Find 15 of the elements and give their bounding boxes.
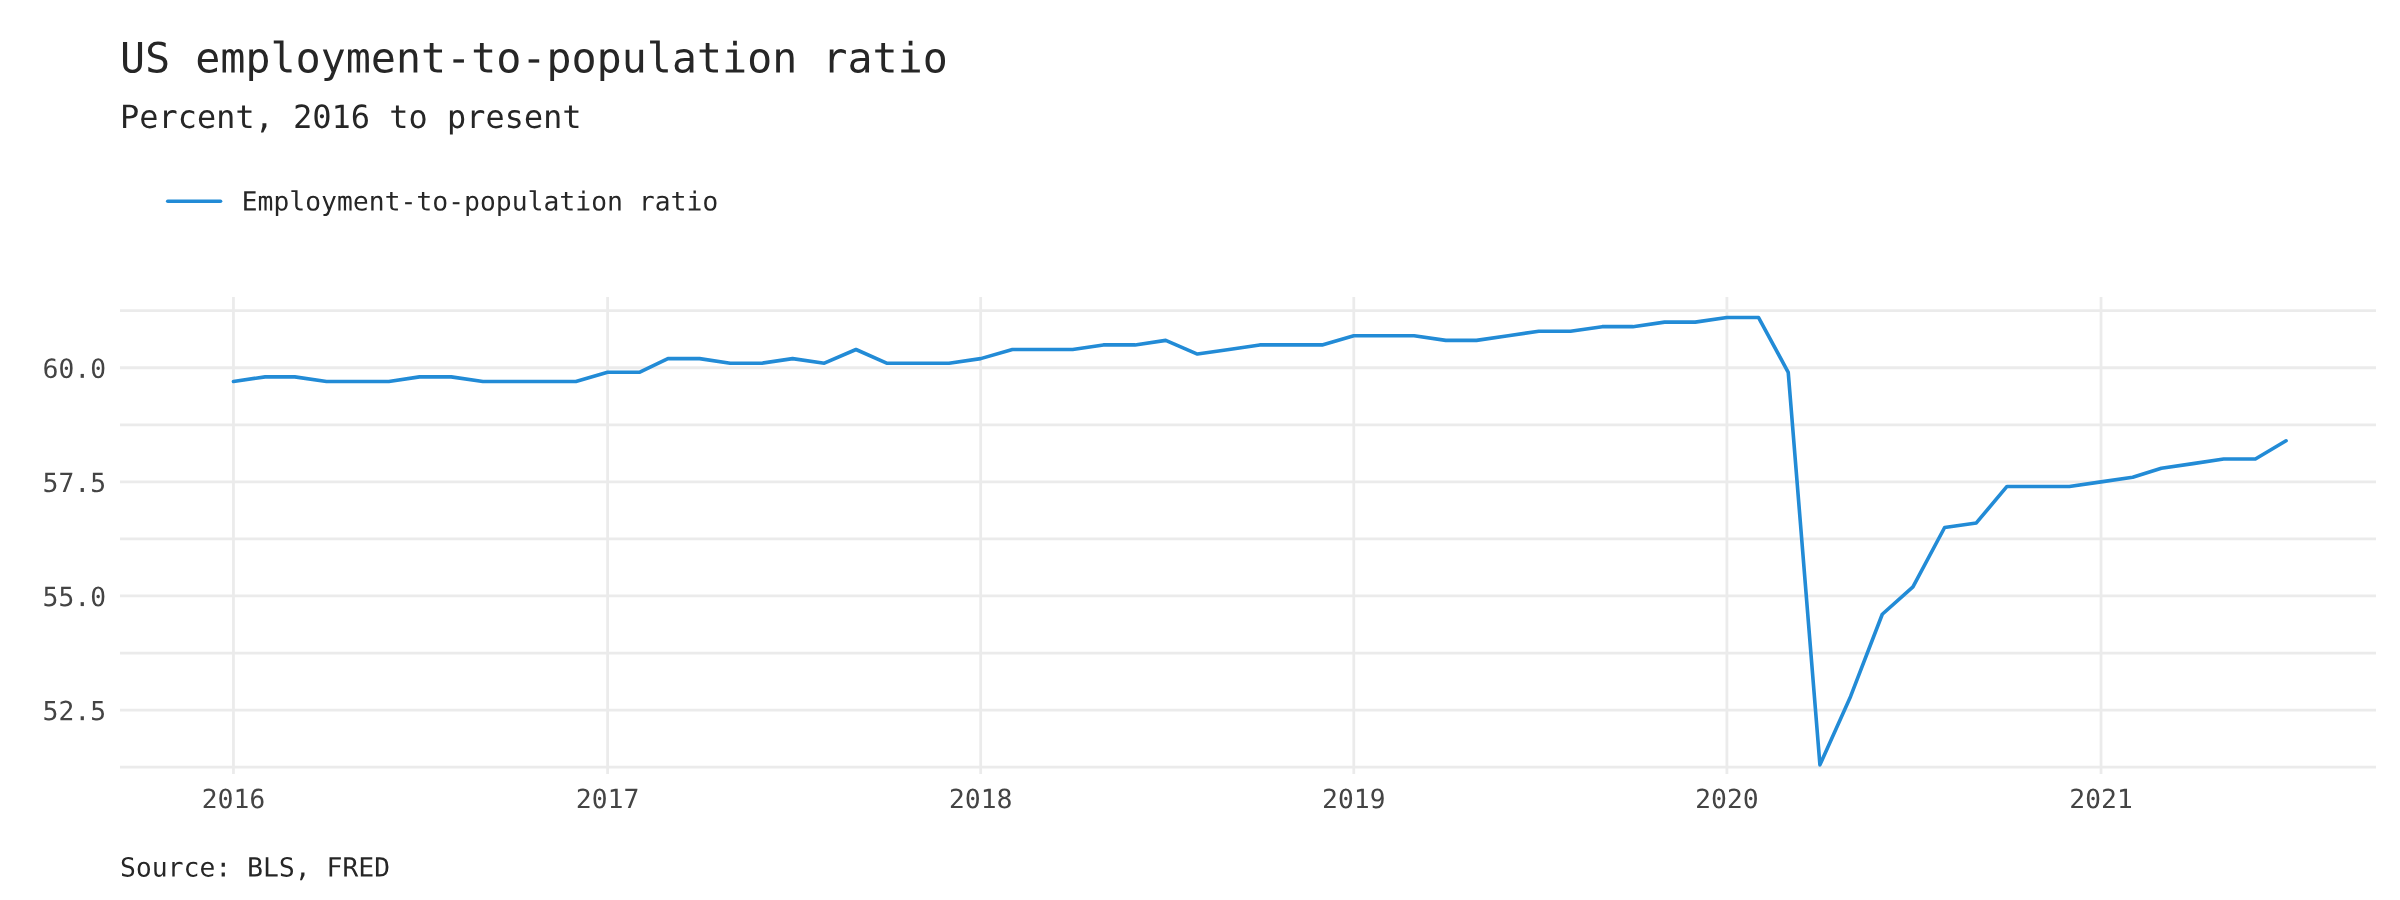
x-tick-label: 2017 <box>577 788 638 809</box>
chart-title: US employment-to-population ratio <box>122 40 946 82</box>
x-tick-label: 2018 <box>950 788 1011 809</box>
chart-subtitle: Percent, 2016 to present <box>123 104 579 135</box>
legend-label: Employment-to-population ratio <box>244 190 717 216</box>
line-series <box>231 315 2288 767</box>
y-tick-label: 52.5 <box>44 700 104 721</box>
x-tick-label: 2019 <box>1323 788 1384 809</box>
x-tick-label: 2020 <box>1697 788 1757 809</box>
x-tick-label: 2016 <box>203 788 264 809</box>
x-tick-label: 2021 <box>2071 788 2132 809</box>
source-note: Source: BLS, FRED <box>121 856 389 881</box>
y-tick-label: 60.0 <box>44 358 105 379</box>
y-tick-label: 55.0 <box>44 586 105 607</box>
y-tick-label: 57.5 <box>44 472 104 493</box>
